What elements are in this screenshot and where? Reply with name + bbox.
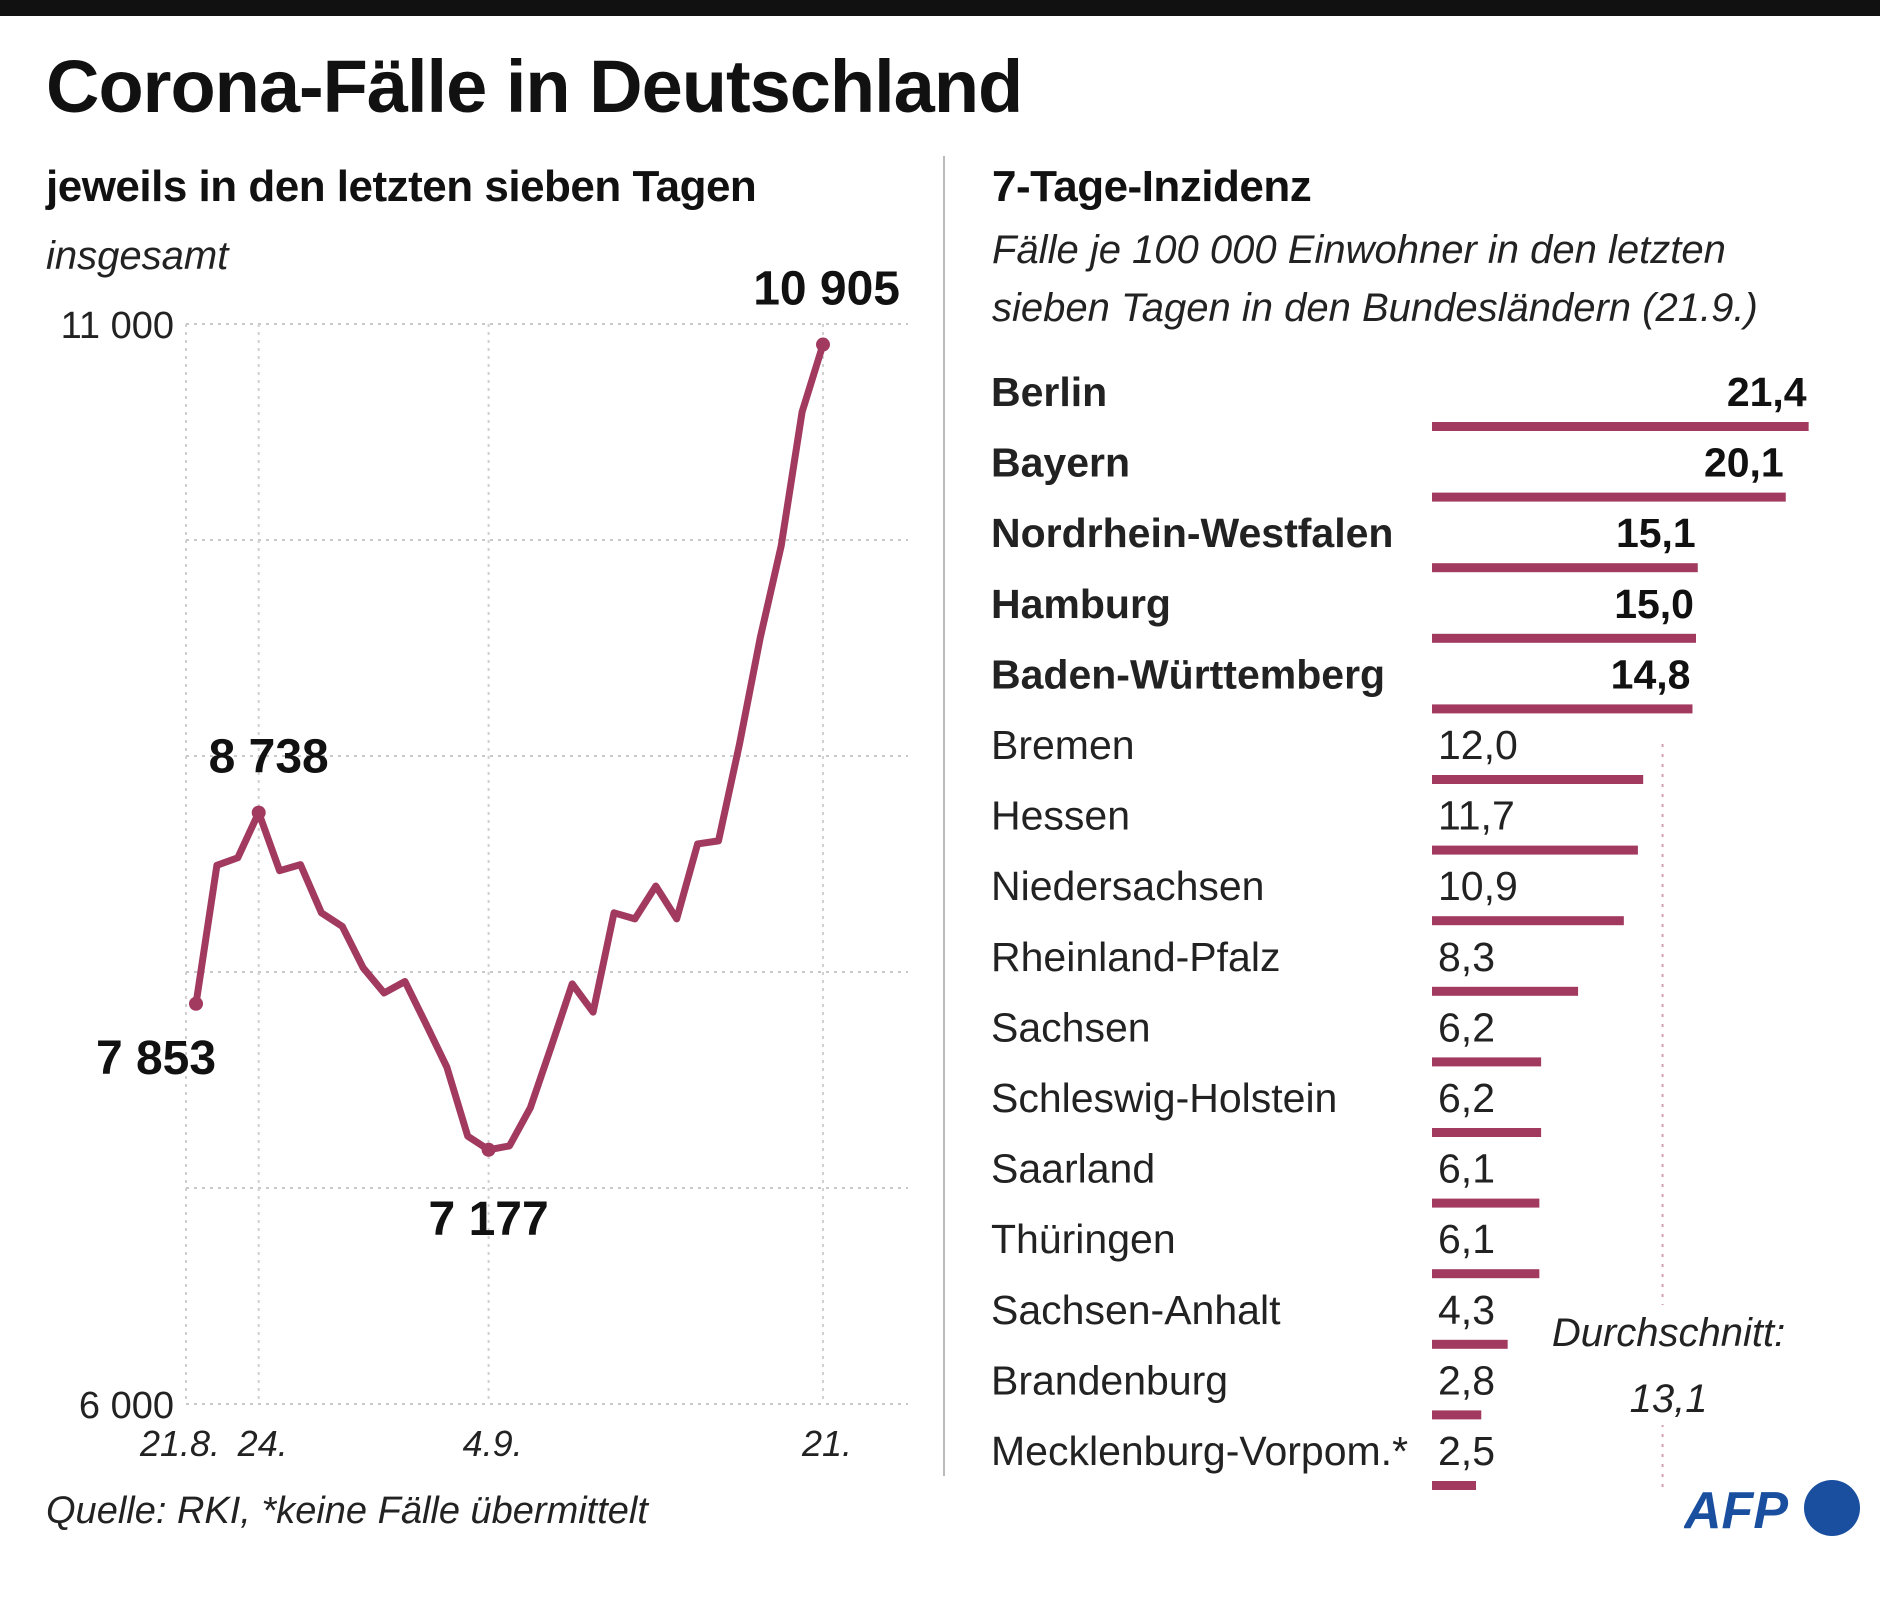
y-tick-label: 11 000 [61, 305, 174, 347]
value-label: 6,1 [1438, 1216, 1495, 1262]
x-tick-label: 21. [801, 1423, 852, 1464]
source-note: Quelle: RKI, *keine Fälle übermittelt [46, 1490, 648, 1532]
line-chart-subtitle: jeweils in den letzten sieben Tagen [46, 162, 757, 211]
bar [1432, 845, 1638, 855]
data-label: 7 177 [429, 1193, 549, 1246]
value-label: 4,3 [1438, 1287, 1495, 1333]
category-label: Thüringen [991, 1216, 1176, 1262]
category-label: Hamburg [991, 581, 1171, 627]
data-label: 10 905 [753, 263, 900, 316]
bar [1432, 1339, 1508, 1349]
value-label: 21,4 [1727, 369, 1807, 415]
annotation-dot [481, 1142, 496, 1157]
x-tick-label: 21.8. [139, 1423, 220, 1464]
category-label: Niedersachsen [991, 863, 1265, 909]
value-label: 2,5 [1438, 1428, 1495, 1474]
line-chart-note: insgesamt [46, 234, 229, 278]
data-label: 8 738 [209, 731, 329, 784]
bar [1432, 1410, 1482, 1420]
bar [1432, 422, 1809, 431]
average-value: 13,1 [1630, 1377, 1708, 1421]
value-label: 10,9 [1438, 863, 1518, 909]
category-label: Bremen [991, 722, 1135, 768]
bar [1432, 1057, 1542, 1067]
value-label: 20,1 [1704, 440, 1784, 486]
bar [1432, 1198, 1540, 1208]
data-label: 7 853 [96, 1032, 216, 1085]
value-label: 6,2 [1438, 1075, 1495, 1121]
bar-chart-description-2: sieben Tagen in den Bundesländern (21.9.… [992, 286, 1758, 330]
value-label: 2,8 [1438, 1357, 1495, 1403]
value-label: 14,8 [1611, 651, 1691, 697]
svg-text:AFP: AFP [1684, 1482, 1788, 1538]
bar [1432, 916, 1624, 926]
page-title: Corona-Fälle in Deutschland [46, 45, 1023, 128]
average-label-bg [1552, 1305, 1773, 1425]
category-label: Sachsen-Anhalt [991, 1287, 1281, 1333]
category-label: Brandenburg [991, 1357, 1228, 1403]
panel-divider [943, 156, 945, 1476]
x-tick-label: 24. [237, 1423, 288, 1464]
value-label: 15,1 [1616, 510, 1696, 556]
bar [1432, 563, 1698, 573]
top-rule [0, 0, 1880, 16]
bar [1432, 492, 1786, 502]
afp-logo: AFP [1682, 1478, 1864, 1543]
category-label: Mecklenburg-Vorpom.* [991, 1428, 1408, 1474]
bar [1432, 704, 1693, 714]
category-label: Sachsen [991, 1004, 1151, 1050]
bar [1432, 1128, 1542, 1137]
bar [1432, 1269, 1540, 1279]
value-label: 11,7 [1438, 793, 1515, 839]
bar [1432, 775, 1644, 784]
category-label: Nordrhein-Westfalen [991, 510, 1393, 556]
category-label: Saarland [991, 1146, 1155, 1192]
category-label: Baden-Württemberg [991, 651, 1385, 697]
category-label: Berlin [991, 369, 1107, 415]
bar [1432, 986, 1579, 996]
bar [1432, 1481, 1476, 1490]
x-tick-label: 4.9. [463, 1423, 523, 1464]
bar-chart: Durchschnitt: 13,1 Berlin 21,4 Bayern 20,1 Nor… [991, 369, 1809, 1494]
value-label: 12,0 [1438, 722, 1518, 768]
value-label: 15,0 [1614, 581, 1694, 627]
bar-chart-title: 7-Tage-Inzidenz [992, 162, 1312, 211]
afp-logo-icon: AFP [1682, 1480, 1860, 1540]
line-chart: 21.8. 24. 4.9. 21. 11 000 6 000 7 853 8 738 7 17… [61, 263, 908, 1464]
annotation-dot [189, 996, 203, 1011]
bar-chart-description-1: Fälle je 100 000 Einwohner in den letzte… [992, 228, 1726, 272]
category-label: Hessen [991, 793, 1130, 839]
bar [1432, 633, 1696, 643]
category-label: Bayern [991, 440, 1130, 486]
annotation-dot [251, 805, 266, 820]
y-tick-label: 6 000 [79, 1385, 174, 1427]
category-label: Schleswig-Holstein [991, 1075, 1337, 1121]
category-label: Rheinland-Pfalz [991, 934, 1280, 980]
value-label: 6,2 [1438, 1004, 1495, 1050]
value-label: 6,1 [1438, 1146, 1495, 1192]
average-label: Durchschnitt: [1552, 1311, 1785, 1355]
annotation-dot [816, 337, 830, 352]
value-label: 8,3 [1438, 934, 1495, 980]
